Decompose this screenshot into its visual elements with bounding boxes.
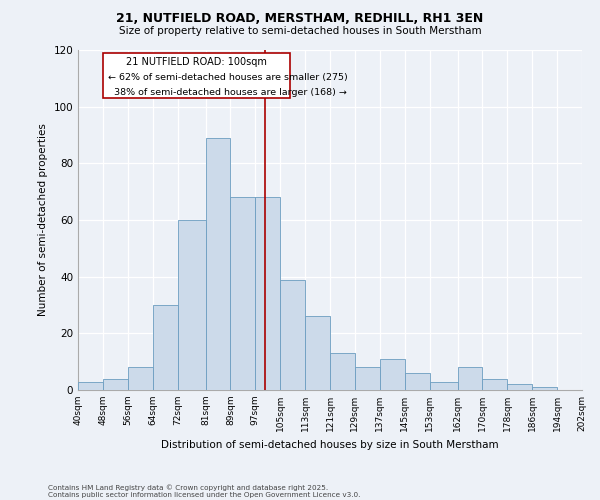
Bar xyxy=(430,382,458,390)
Bar xyxy=(78,382,103,390)
Bar xyxy=(458,368,482,390)
Bar xyxy=(152,305,178,390)
Text: 21, NUTFIELD ROAD, MERSTHAM, REDHILL, RH1 3EN: 21, NUTFIELD ROAD, MERSTHAM, REDHILL, RH… xyxy=(116,12,484,26)
Bar xyxy=(280,280,305,390)
Bar xyxy=(482,378,508,390)
Text: ← 62% of semi-detached houses are smaller (275): ← 62% of semi-detached houses are smalle… xyxy=(107,72,347,82)
Bar xyxy=(178,220,206,390)
Bar xyxy=(230,198,256,390)
Bar xyxy=(380,359,404,390)
Bar xyxy=(206,138,230,390)
Text: Contains public sector information licensed under the Open Government Licence v3: Contains public sector information licen… xyxy=(48,492,361,498)
Bar xyxy=(330,353,355,390)
Bar xyxy=(508,384,532,390)
Text: Contains HM Land Registry data © Crown copyright and database right 2025.: Contains HM Land Registry data © Crown c… xyxy=(48,484,328,491)
Text: Size of property relative to semi-detached houses in South Merstham: Size of property relative to semi-detach… xyxy=(119,26,481,36)
Bar xyxy=(256,198,280,390)
Y-axis label: Number of semi-detached properties: Number of semi-detached properties xyxy=(38,124,48,316)
X-axis label: Distribution of semi-detached houses by size in South Merstham: Distribution of semi-detached houses by … xyxy=(161,440,499,450)
Text: 21 NUTFIELD ROAD: 100sqm: 21 NUTFIELD ROAD: 100sqm xyxy=(126,57,266,67)
Bar xyxy=(532,387,557,390)
Bar xyxy=(305,316,330,390)
Bar xyxy=(355,368,380,390)
Bar xyxy=(103,53,290,98)
Bar xyxy=(103,378,128,390)
Text: 38% of semi-detached houses are larger (168) →: 38% of semi-detached houses are larger (… xyxy=(107,88,346,97)
Bar xyxy=(404,373,430,390)
Bar xyxy=(582,384,600,390)
Bar xyxy=(128,368,152,390)
